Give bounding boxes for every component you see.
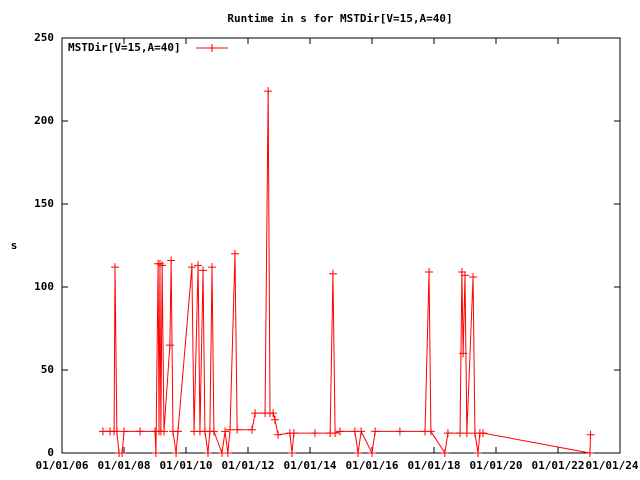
data-point [274,430,283,439]
x-tick-label: 01/01/08 [98,459,151,472]
data-point [331,429,340,438]
data-point [264,87,273,96]
data-point [461,271,469,280]
data-point [440,449,449,457]
data-point [443,429,452,438]
data-point [270,415,279,424]
data-point [208,263,217,272]
x-tick-label: 01/01/14 [284,459,337,472]
data-point [226,425,235,434]
data-point [474,449,483,457]
data-point [111,263,120,272]
x-tick-label: 01/01/20 [470,459,523,472]
data-point [357,427,366,436]
x-tick-label: 01/01/06 [36,459,89,472]
data-point [204,449,213,457]
data-point [112,427,121,436]
y-tick-label: 0 [47,446,54,459]
data-point [288,449,297,457]
data-point [354,449,363,457]
chart-title: Runtime in s for MSTDir[V=15,A=40] [227,12,452,25]
data-point [159,427,168,436]
data-point [151,449,160,457]
data-point [248,425,257,434]
x-tick-label: 01/01/24 [586,459,639,472]
x-tick-label: 01/01/16 [346,459,399,472]
data-point [368,449,376,457]
data-point [469,273,478,282]
data-point [120,427,128,436]
y-tick-label: 100 [34,280,54,293]
data-point [336,427,345,436]
plot-border [61,37,621,454]
data-point [187,263,196,272]
data-point [221,427,230,436]
data-point [289,429,298,438]
data-point [456,429,465,438]
data-point [118,449,127,457]
data-point [165,341,174,350]
data-point [586,430,595,439]
y-axis-label: s [11,239,18,252]
data-point [194,261,203,270]
data-point [209,427,218,436]
data-point [310,429,319,438]
data-point [585,449,594,457]
x-tick-label: 01/01/22 [532,459,585,472]
data-point [426,427,435,436]
data-point [230,249,239,258]
data-point [328,269,337,278]
data-point [173,427,182,436]
legend-label: MSTDir[V=15,A=40] [68,41,181,54]
x-tick-label: 01/01/12 [222,459,275,472]
data-point [395,427,404,436]
data-point [98,427,107,436]
y-tick-label: 150 [34,197,54,210]
data-point [371,427,380,436]
data-point [251,409,260,418]
data-point [223,449,232,457]
x-tick-label: 01/01/18 [408,459,461,472]
data-point [425,268,434,277]
data-point [136,427,145,436]
data-point [167,256,176,265]
y-tick-label: 250 [34,31,54,44]
data-point [478,429,487,438]
x-tick-label: 01/01/10 [160,459,213,472]
legend-marker [208,44,216,52]
data-point [459,349,468,358]
data-point [199,266,208,275]
data-point [172,449,181,457]
data-point [462,429,471,438]
data-point [269,409,278,418]
y-tick-label: 50 [41,363,54,376]
data-point [233,425,242,434]
data-point [158,261,167,270]
y-tick-label: 200 [34,114,54,127]
